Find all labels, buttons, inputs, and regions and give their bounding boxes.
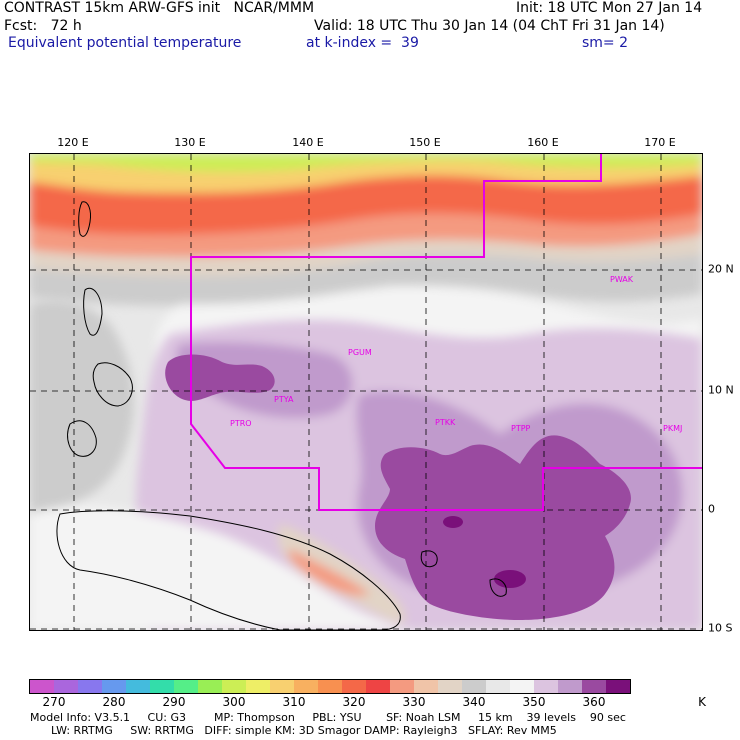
colorbar-swatch-9 bbox=[246, 680, 270, 693]
colorbar-swatch-22 bbox=[558, 680, 582, 693]
colorbar-swatch-7 bbox=[198, 680, 222, 693]
colorbar-swatch-14 bbox=[366, 680, 390, 693]
model-info-line-2: LW: RRTMG SW: RRTMG DIFF: simple KM: 3D … bbox=[30, 724, 557, 737]
colorbar-swatch-11 bbox=[294, 680, 318, 693]
coastlines bbox=[56, 201, 507, 630]
lat-label-20n: 20 N bbox=[708, 262, 734, 276]
header-field-name: Equivalent potential temperature bbox=[8, 35, 242, 51]
colorbar-swatch-5 bbox=[150, 680, 174, 693]
colorbar-swatch-23 bbox=[582, 680, 606, 693]
header-forecast-hour: Fcst: 72 h bbox=[4, 18, 82, 34]
header-model-title: CONTRAST 15km ARW-GFS init NCAR/MMM bbox=[4, 0, 315, 16]
colorbar-swatch-6 bbox=[174, 680, 198, 693]
sulawesi-coast bbox=[67, 420, 97, 457]
colorbar-swatch-21 bbox=[534, 680, 558, 693]
domain-boundary bbox=[190, 154, 702, 511]
colorbar-swatch-18 bbox=[462, 680, 486, 693]
very-moist-core bbox=[165, 354, 631, 620]
lat-label-10s: 10 S bbox=[708, 621, 733, 635]
colorbar-swatch-15 bbox=[390, 680, 414, 693]
lon-label-170: 170 E bbox=[644, 136, 676, 149]
station-label-ptro: PTRO bbox=[230, 419, 252, 428]
taiwan-coast bbox=[78, 201, 91, 237]
colorbar-tick-350: 350 bbox=[522, 695, 546, 709]
station-label-ptpp: PTPP bbox=[511, 424, 531, 433]
colorbar-tick-280: 280 bbox=[102, 695, 126, 709]
station-label-pkmj: PKMJ bbox=[663, 424, 682, 433]
lon-label-140: 140 E bbox=[292, 136, 324, 149]
station-label-ptya: PTYA bbox=[274, 395, 294, 404]
colorbar-swatch-8 bbox=[222, 680, 246, 693]
graticule bbox=[30, 154, 702, 630]
lon-label-130: 130 E bbox=[174, 136, 206, 149]
colorbar-tick-320: 320 bbox=[342, 695, 366, 709]
colorbar-swatch-24 bbox=[606, 680, 630, 693]
colorbar-swatch-1 bbox=[54, 680, 78, 693]
colorbar-tick-310: 310 bbox=[282, 695, 306, 709]
lon-label-150: 150 E bbox=[409, 136, 441, 149]
solomon-coast bbox=[489, 578, 507, 597]
lat-label-0: 0 bbox=[708, 502, 715, 516]
theta-e-map: PGUM PTYA PTRO PTKK PTPP PKMJ PWAK bbox=[30, 154, 702, 630]
new-guinea-coast bbox=[56, 510, 401, 630]
colorbar-tick-270: 270 bbox=[42, 695, 66, 709]
colorbar-swatch-10 bbox=[270, 680, 294, 693]
colorbar-tick-330: 330 bbox=[402, 695, 426, 709]
colorbar-tick-360: 360 bbox=[582, 695, 606, 709]
colorbar-swatch-16 bbox=[414, 680, 438, 693]
colorbar bbox=[29, 679, 631, 694]
header-smoothing: sm= 2 bbox=[582, 35, 629, 51]
model-info-line-1: Model Info: V3.5.1 CU: G3 MP: Thompson P… bbox=[30, 711, 626, 724]
colorbar-swatch-20 bbox=[510, 680, 534, 693]
lon-label-120: 120 E bbox=[57, 136, 89, 149]
mindanao-coast bbox=[92, 362, 133, 407]
colorbar-tick-290: 290 bbox=[162, 695, 186, 709]
station-label-pwak: PWAK bbox=[610, 275, 634, 284]
colorbar-swatch-12 bbox=[318, 680, 342, 693]
header-init-time: Init: 18 UTC Mon 27 Jan 14 bbox=[516, 0, 703, 16]
colorbar-swatch-19 bbox=[486, 680, 510, 693]
station-label-ptkk: PTKK bbox=[435, 418, 456, 427]
colorbar-swatch-17 bbox=[438, 680, 462, 693]
map-panel: PGUM PTYA PTRO PTKK PTPP PKMJ PWAK bbox=[29, 153, 703, 631]
station-label-pgum: PGUM bbox=[348, 348, 372, 357]
new-britain-coast bbox=[420, 550, 438, 568]
colorbar-swatch-4 bbox=[126, 680, 150, 693]
lat-label-10n: 10 N bbox=[708, 383, 734, 397]
header-level: at k-index = 39 bbox=[306, 35, 419, 51]
colorbar-swatch-3 bbox=[102, 680, 126, 693]
luzon-coast bbox=[83, 287, 103, 336]
colorbar-swatch-2 bbox=[78, 680, 102, 693]
colorbar-unit: K bbox=[698, 695, 706, 709]
colorbar-swatch-13 bbox=[342, 680, 366, 693]
western-land-field bbox=[30, 300, 410, 630]
header-valid-time: Valid: 18 UTC Thu 30 Jan 14 (04 ChT Fri … bbox=[314, 18, 665, 34]
colorbar-tick-300: 300 bbox=[222, 695, 246, 709]
colorbar-tick-340: 340 bbox=[462, 695, 486, 709]
colorbar-swatch-0 bbox=[30, 680, 54, 693]
lon-label-160: 160 E bbox=[527, 136, 559, 149]
